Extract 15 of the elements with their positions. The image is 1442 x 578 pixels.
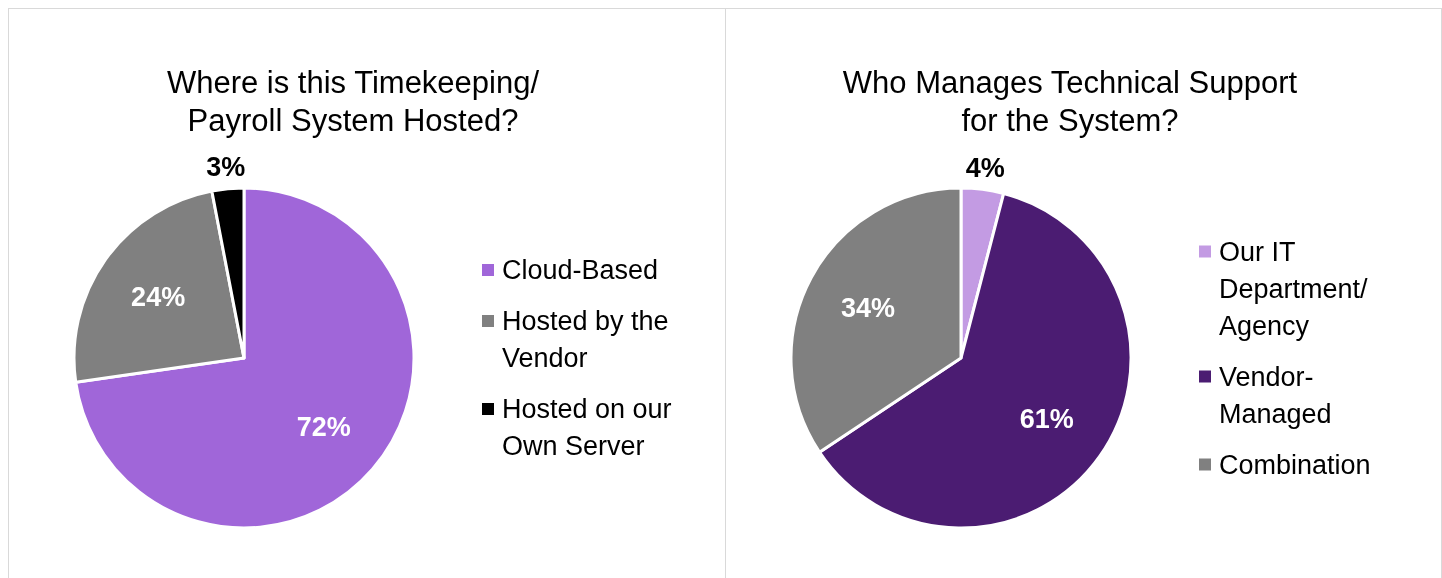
legend-label: Hosted by the Vendor bbox=[502, 306, 669, 373]
data-label: 3% bbox=[206, 151, 246, 182]
legend-label: Our IT Department/ Agency bbox=[1219, 236, 1369, 341]
data-label: 24% bbox=[131, 281, 186, 312]
chart-title: Who Manages Technical Support for the System? bbox=[842, 65, 1298, 138]
data-label: 34% bbox=[841, 293, 896, 324]
pie-slice bbox=[74, 186, 416, 530]
data-label: 61% bbox=[1019, 404, 1074, 435]
legend-label: Vendor-Managed bbox=[1219, 361, 1332, 429]
legend-label: Hosted on our Own Server bbox=[502, 394, 672, 461]
legend-label: Combination bbox=[1219, 449, 1371, 480]
data-label: 4% bbox=[965, 152, 1005, 183]
data-label: 72% bbox=[296, 412, 351, 443]
legend-label: Cloud-Based bbox=[502, 255, 659, 285]
chart-title: Where is this Timekeeping/ Payroll System Hosted? bbox=[166, 65, 540, 138]
